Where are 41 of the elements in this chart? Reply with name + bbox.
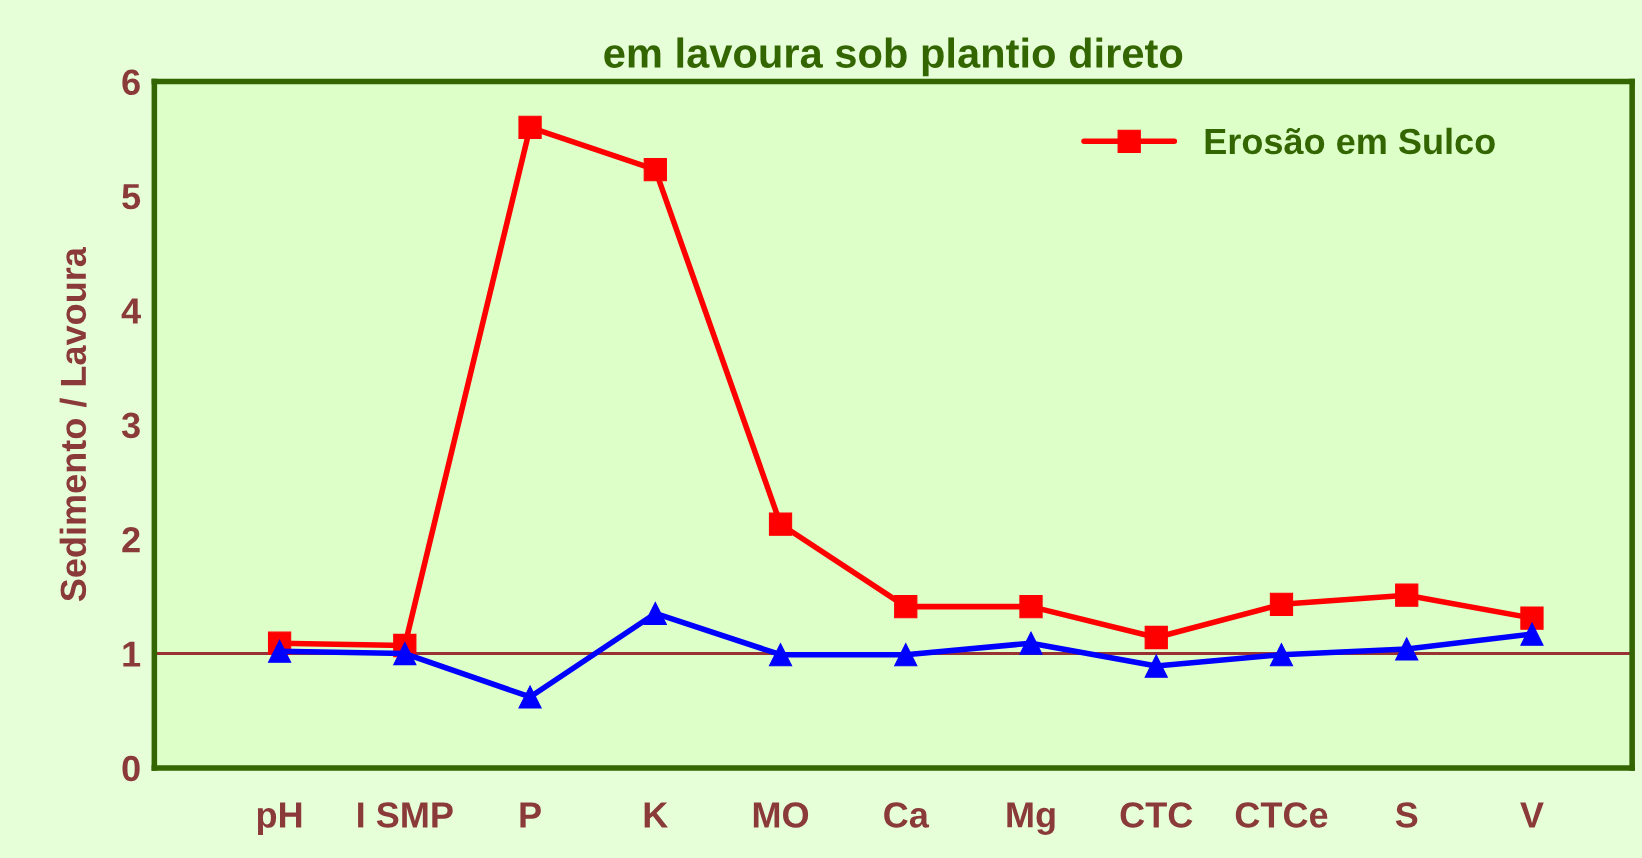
- point: [1520, 622, 1544, 646]
- point: [1019, 594, 1043, 619]
- point: [768, 643, 793, 667]
- chart-title: em lavoura sob plantio direto: [604, 37, 1183, 77]
- x-tick-label: S: [1395, 802, 1418, 828]
- y-tick-label: 6: [122, 69, 140, 95]
- x-tick-label: pH: [257, 802, 302, 835]
- point: [518, 685, 542, 709]
- point: [1019, 631, 1043, 655]
- point: [518, 115, 542, 139]
- x-tick-label: V: [1520, 802, 1544, 828]
- x-tick-label: P: [520, 802, 541, 828]
- point: [1269, 643, 1294, 667]
- y-tick-label: 4: [121, 298, 141, 324]
- point: [393, 641, 417, 666]
- point: [768, 512, 793, 536]
- point: [267, 639, 292, 663]
- point: [1144, 654, 1168, 678]
- y-tick-label: 1: [123, 641, 141, 667]
- point: [1269, 592, 1294, 616]
- x-tick-label: MO: [753, 802, 809, 828]
- point: [643, 157, 667, 182]
- legend-label: Erosão em Sulco: [1205, 127, 1495, 155]
- x-tick-label: Ca: [884, 802, 930, 828]
- x-tick-label: Mg: [1007, 802, 1055, 835]
- y-tick-label: 5: [122, 184, 141, 210]
- x-tick-label: K: [644, 802, 668, 828]
- point: [643, 601, 667, 626]
- point: [894, 643, 918, 667]
- y-tick-label: 3: [121, 412, 140, 439]
- point: [894, 594, 918, 619]
- point: [1144, 625, 1168, 650]
- x-tick-label: I SMP: [358, 802, 453, 828]
- x-tick-label: CTCe: [1235, 802, 1328, 828]
- point: [1520, 606, 1544, 630]
- point: [1395, 583, 1419, 607]
- point: [1395, 637, 1419, 661]
- y-tick-label: 2: [122, 526, 140, 553]
- y-axis-title: Sedimento / Lavoura: [59, 246, 87, 602]
- x-tick-label: CTC: [1120, 802, 1193, 828]
- y-tick-label: 0: [122, 755, 140, 782]
